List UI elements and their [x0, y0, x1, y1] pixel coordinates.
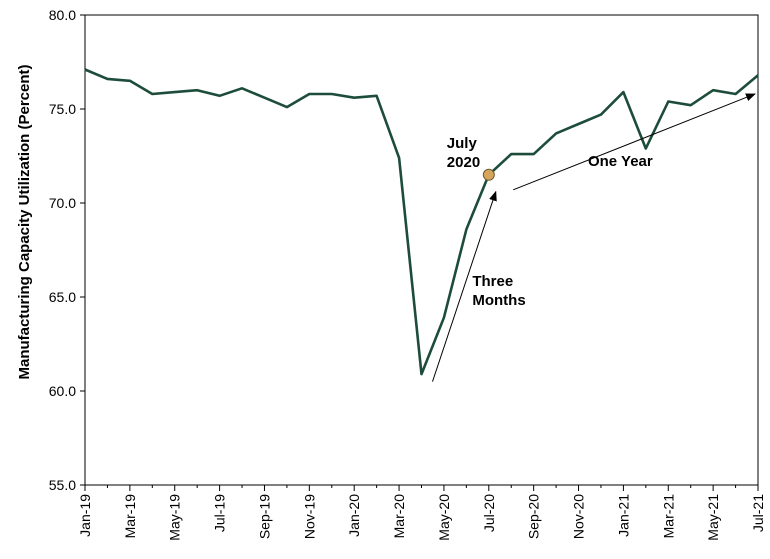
x-tick-label: May-19	[167, 494, 183, 541]
x-tick-label: Jan-20	[346, 494, 362, 537]
plot-border	[84, 14, 759, 486]
y-axis-title: Manufacturing Capacity Utilization (Perc…	[16, 64, 33, 379]
annotation-arrow	[432, 190, 497, 382]
y-tick-label: 55.0	[49, 477, 76, 493]
annotation-label-line1: Three	[472, 273, 513, 290]
x-tick-label: Sep-20	[526, 494, 542, 539]
y-axis: 55.0 60.0 65.0 70.0 75.0 80.0	[49, 7, 85, 493]
highlight-point	[482, 168, 495, 181]
x-tick-label: May-20	[436, 494, 452, 541]
x-tick-label: Jan-19	[77, 494, 93, 537]
y-tick-label: 60.0	[49, 383, 76, 399]
series-line	[84, 68, 759, 376]
plot-frame	[84, 14, 759, 486]
x-tick-label: Mar-19	[122, 494, 138, 539]
y-tick-label: 70.0	[49, 195, 76, 211]
x-tick-label: Jul-21	[750, 494, 766, 532]
highlight-label-line2: 2020	[447, 154, 480, 171]
x-tick-label: Mar-20	[391, 494, 407, 539]
y-tick-label: 75.0	[49, 101, 76, 117]
annotation-layer: July 2020 Three Months One Year	[432, 93, 756, 382]
x-tick-label: Nov-20	[571, 494, 587, 539]
x-tick-label: Mar-21	[660, 494, 676, 539]
annotation-arrow	[513, 93, 756, 191]
y-tick-label: 80.0	[49, 7, 76, 23]
x-tick-label: Jul-20	[481, 494, 497, 532]
x-tick-label: May-21	[705, 494, 721, 541]
annotation-label: One Year	[588, 153, 653, 170]
annotation-label-line2: Months	[472, 292, 525, 309]
series-layer	[84, 68, 759, 376]
highlight-label-line1: July	[447, 135, 478, 152]
x-tick-label: Jan-21	[615, 494, 631, 537]
y-tick-label: 65.0	[49, 289, 76, 305]
x-tick-label: Nov-19	[301, 494, 317, 539]
x-tick-label: Jul-19	[212, 494, 228, 532]
x-axis: Jan-19 Mar-19 May-19 Jul-19 Sep-19 Nov-19 Jan-…	[77, 485, 766, 541]
x-tick-label: Sep-19	[256, 494, 272, 539]
